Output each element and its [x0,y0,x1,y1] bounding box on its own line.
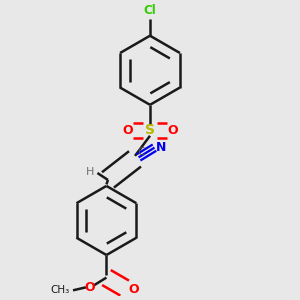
Text: C: C [137,147,145,158]
Text: O: O [122,124,133,137]
Text: N: N [156,141,166,154]
Text: S: S [145,123,155,137]
Text: O: O [84,281,95,294]
Text: Cl: Cl [144,4,156,17]
Text: CH₃: CH₃ [51,285,70,295]
Text: H: H [86,167,94,177]
Text: O: O [128,283,139,296]
Text: O: O [167,124,178,137]
